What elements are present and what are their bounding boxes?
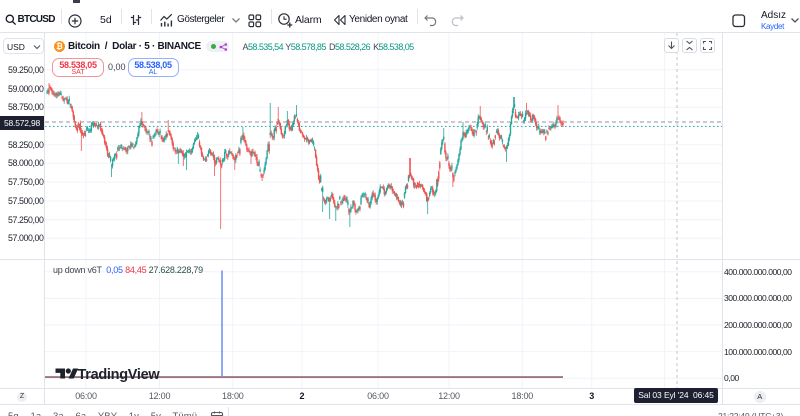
svg-text:TradingView: TradingView xyxy=(78,367,161,383)
